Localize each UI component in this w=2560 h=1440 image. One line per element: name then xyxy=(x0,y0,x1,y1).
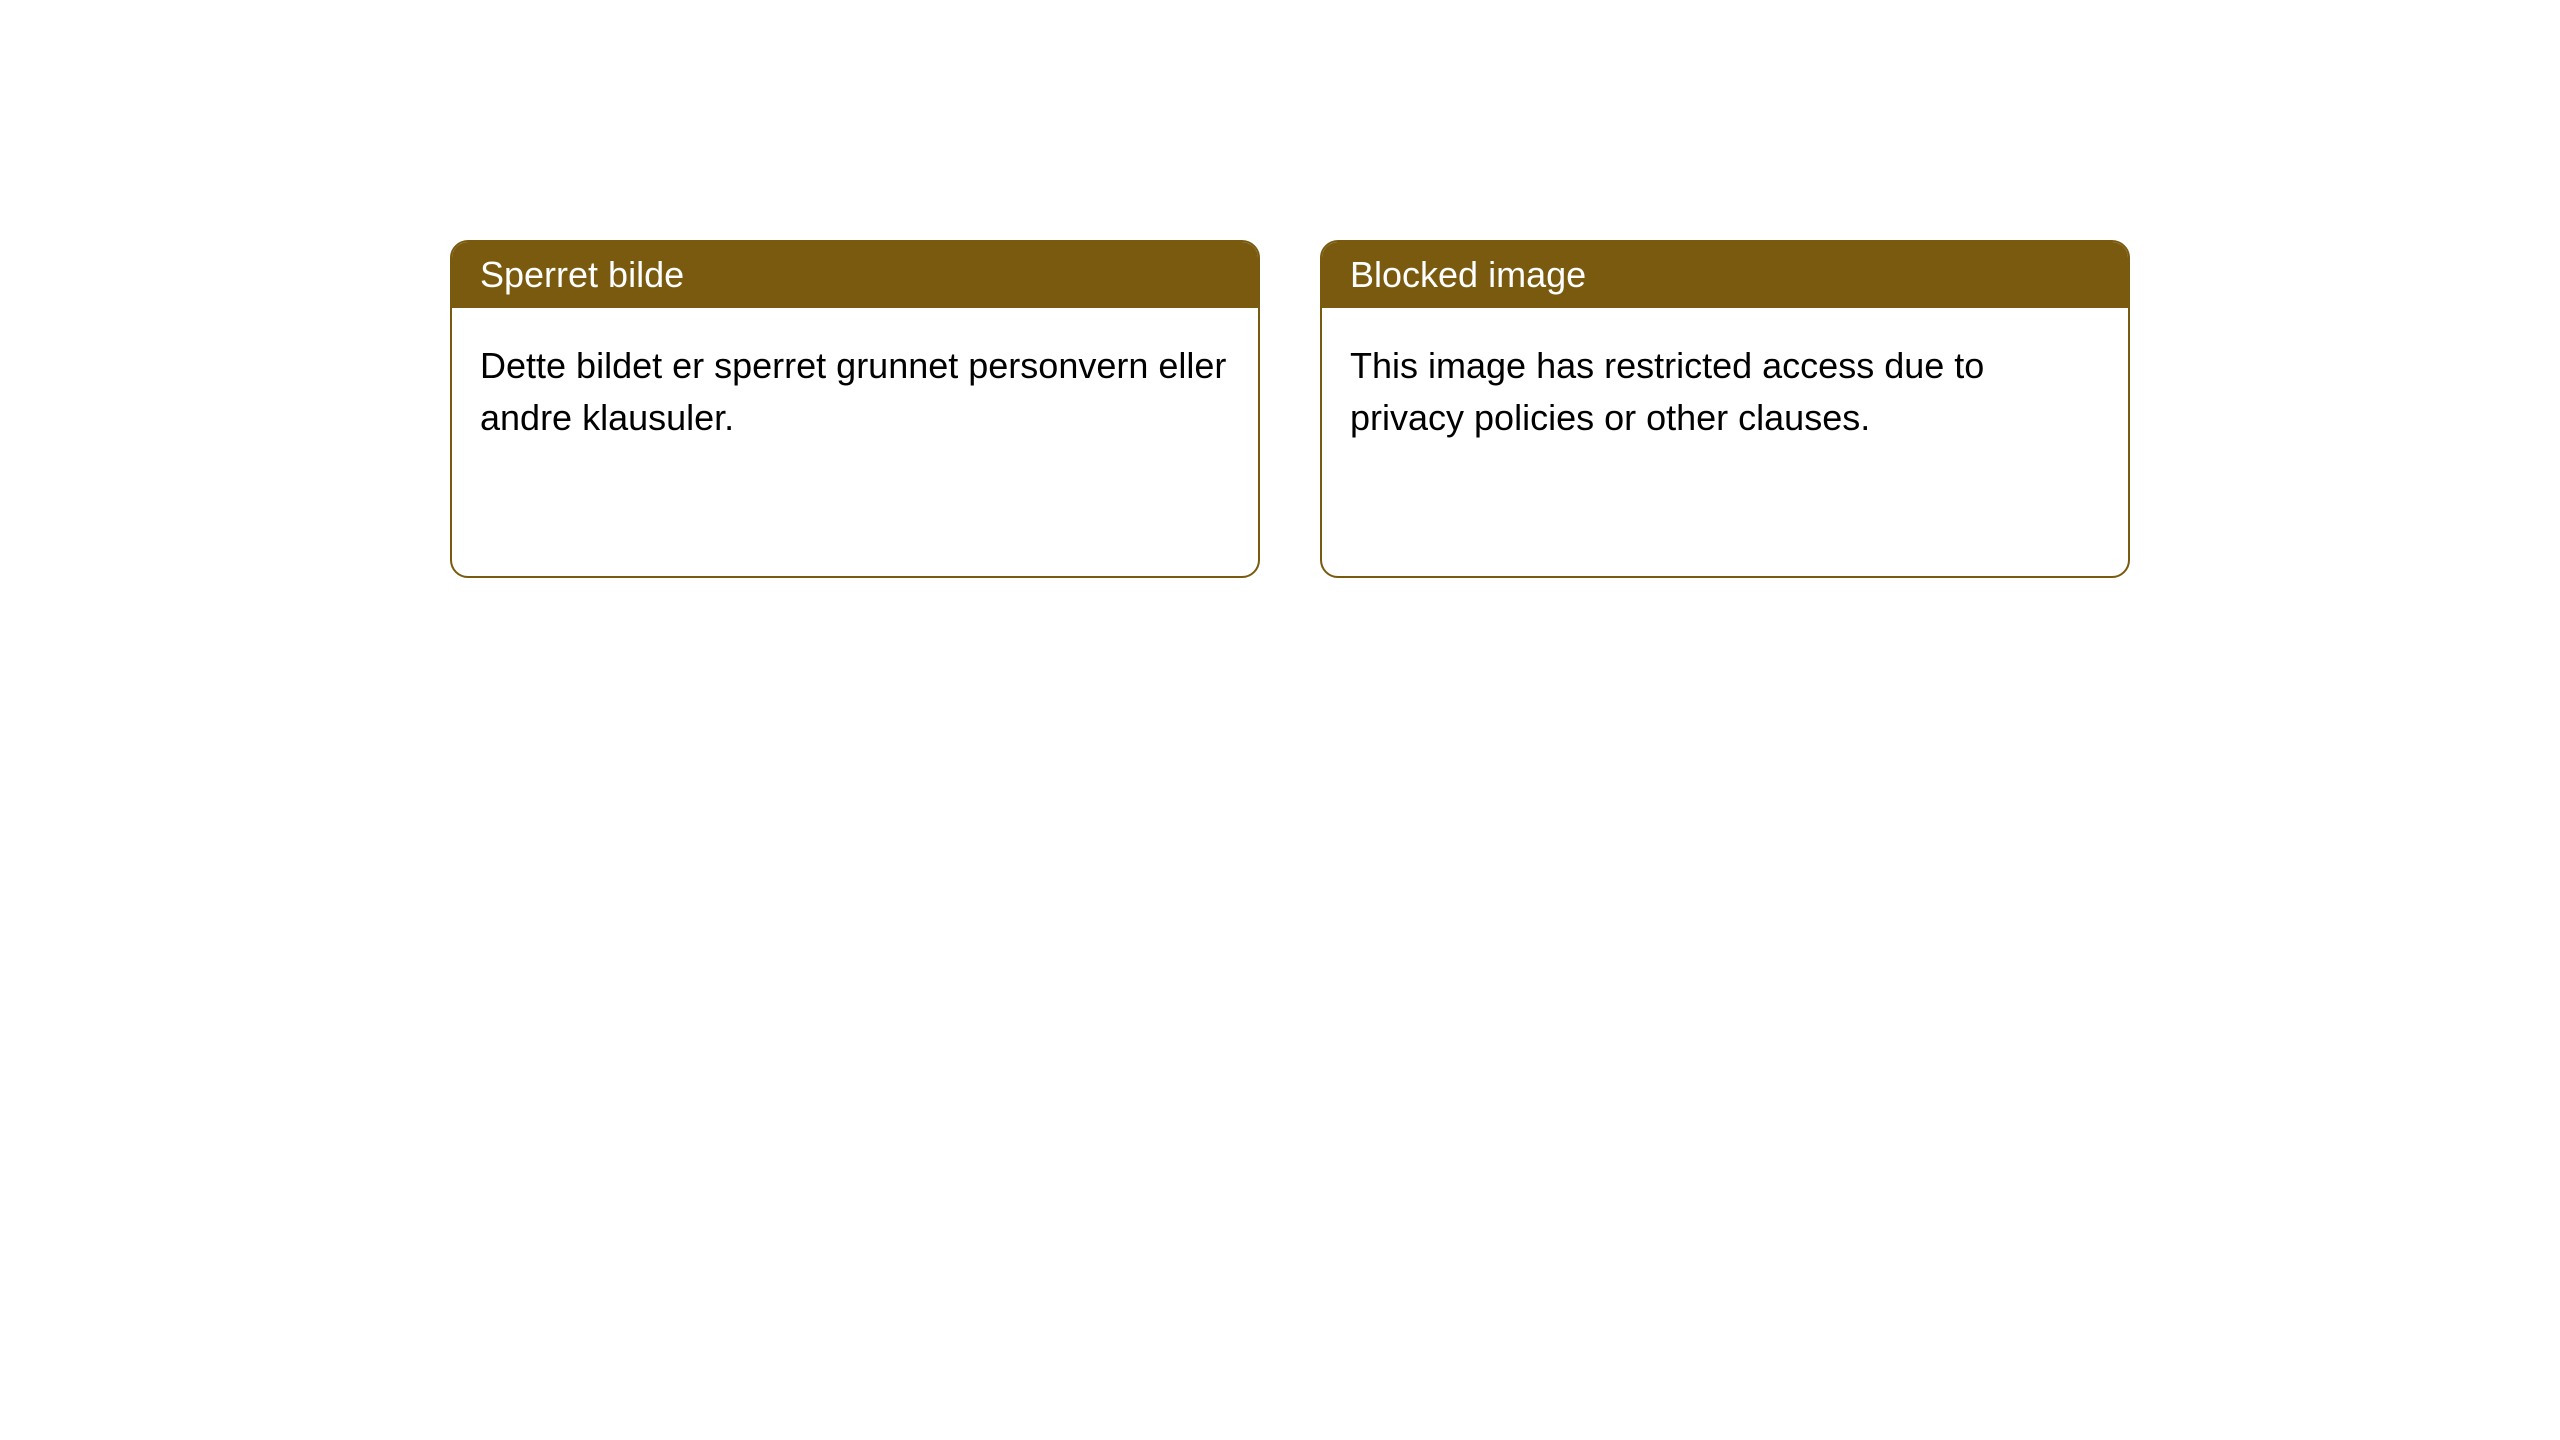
blocked-image-card-en: Blocked image This image has restricted … xyxy=(1320,240,2130,578)
card-header-en: Blocked image xyxy=(1322,242,2128,308)
blocked-image-card-no: Sperret bilde Dette bildet er sperret gr… xyxy=(450,240,1260,578)
card-text-no: Dette bildet er sperret grunnet personve… xyxy=(480,345,1226,438)
card-header-no: Sperret bilde xyxy=(452,242,1258,308)
card-title-en: Blocked image xyxy=(1350,254,1586,295)
card-body-en: This image has restricted access due to … xyxy=(1322,308,2128,476)
card-title-no: Sperret bilde xyxy=(480,254,684,295)
card-container: Sperret bilde Dette bildet er sperret gr… xyxy=(0,0,2560,578)
card-body-no: Dette bildet er sperret grunnet personve… xyxy=(452,308,1258,476)
card-text-en: This image has restricted access due to … xyxy=(1350,345,1984,438)
